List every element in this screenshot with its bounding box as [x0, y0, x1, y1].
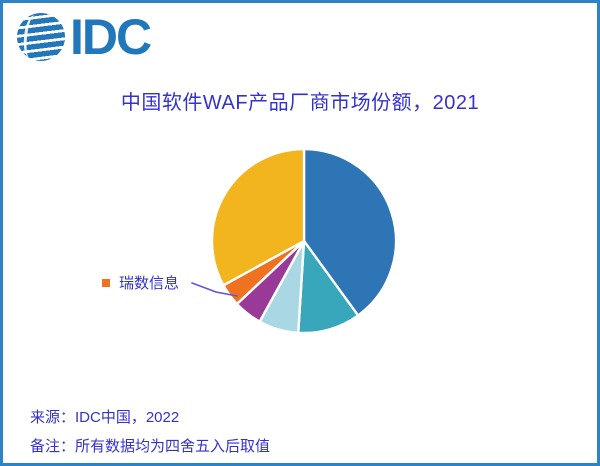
- callout-label: 瑞数信息: [119, 275, 180, 292]
- footer: 来源：IDC中国，2022 备注：所有数据均为四舍五入后取值: [30, 406, 271, 463]
- idc-globe-icon: [17, 13, 65, 61]
- pie-slice-0: [302, 147, 398, 317]
- pie-slices: [210, 147, 398, 335]
- legend-swatch-orange: [102, 278, 110, 287]
- note-line: 备注：所有数据均为四舍五入后取值: [30, 438, 271, 455]
- source-line: 来源：IDC中国，2022: [30, 409, 180, 426]
- callout-line: [191, 282, 238, 297]
- pie-slice-5: [210, 147, 306, 287]
- chart-title: 中国软件WAF产品厂商市场份额，2021: [120, 92, 480, 114]
- idc-logo-text: IDC: [70, 9, 152, 65]
- idc-logo: IDC: [17, 9, 152, 65]
- pie-chart: [191, 147, 398, 335]
- callout-annotation: 瑞数信息: [102, 272, 179, 293]
